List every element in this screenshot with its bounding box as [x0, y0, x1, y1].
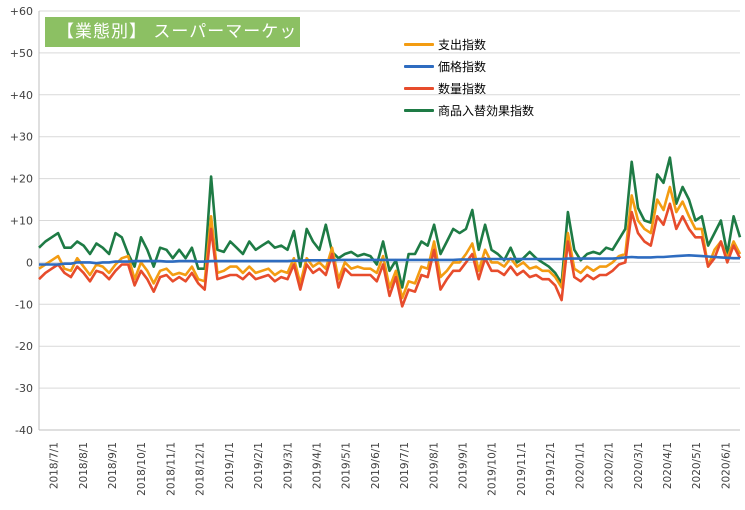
x-tick-label: 2018/8/1 [78, 442, 90, 489]
legend-swatch-price [404, 65, 434, 68]
legend-label-product-replacement: 商品入替効果指数 [438, 104, 535, 118]
legend-swatch-product-replacement [404, 109, 434, 112]
y-tick-label: -20 [15, 340, 33, 353]
y-tick-label: 0 [26, 256, 33, 269]
line-price-index [39, 254, 740, 266]
y-tick-label: -30 [15, 382, 33, 395]
y-tick-label: +60 [10, 5, 33, 18]
x-tick-label: 2020/3/1 [633, 442, 645, 489]
x-tick-label: 2018/12/1 [195, 442, 207, 496]
y-tick-label: +50 [10, 47, 33, 60]
x-tick-label: 2018/7/1 [49, 442, 61, 489]
y-tick-label: -10 [15, 298, 33, 311]
x-tick-label: 2018/9/1 [107, 442, 119, 489]
x-tick-label: 2019/6/1 [370, 442, 382, 489]
y-tick-label: +10 [10, 215, 33, 228]
x-tick-label: 2019/12/1 [545, 442, 557, 496]
y-tick-label: +20 [10, 173, 33, 186]
x-tick-label: 2019/4/1 [311, 442, 323, 489]
x-tick-label: 2019/7/1 [399, 442, 411, 489]
x-tick-label: 2020/1/1 [574, 442, 586, 489]
legend-swatch-spending [404, 43, 434, 46]
line-quantity-index [38, 202, 742, 308]
x-tick-label: 2019/9/1 [458, 442, 470, 489]
x-tick-label: 2020/4/1 [662, 442, 674, 489]
x-tick-label: 2018/11/1 [165, 442, 177, 496]
y-tick-label: -40 [15, 424, 33, 437]
x-tick-label: 2019/8/1 [428, 442, 440, 489]
y-tick-label: +40 [10, 89, 33, 102]
x-tick-label: 2019/11/1 [516, 442, 528, 496]
line-spending-index [38, 185, 742, 300]
x-tick-label: 2020/6/1 [720, 442, 732, 489]
x-tick-label: 2019/10/1 [487, 442, 499, 496]
legend-label-spending: 支出指数 [438, 38, 487, 52]
legend-label-quantity: 数量指数 [438, 82, 487, 96]
x-tick-label: 2019/3/1 [282, 442, 294, 489]
x-tick-label: 2018/10/1 [136, 442, 148, 496]
chart-title: 【業態別】 スーパーマーケット [45, 17, 300, 72]
x-tick-label: 2019/5/1 [341, 442, 353, 489]
legend-label-price: 価格指数 [438, 60, 487, 74]
y-tick-label: +30 [10, 131, 33, 144]
x-tick-label: 2019/1/1 [224, 442, 236, 489]
x-tick-label: 2020/5/1 [691, 442, 703, 489]
x-tick-label: 2020/2/1 [604, 442, 616, 489]
legend-swatch-quantity [404, 87, 434, 90]
x-tick-label: 2019/2/1 [253, 442, 265, 489]
